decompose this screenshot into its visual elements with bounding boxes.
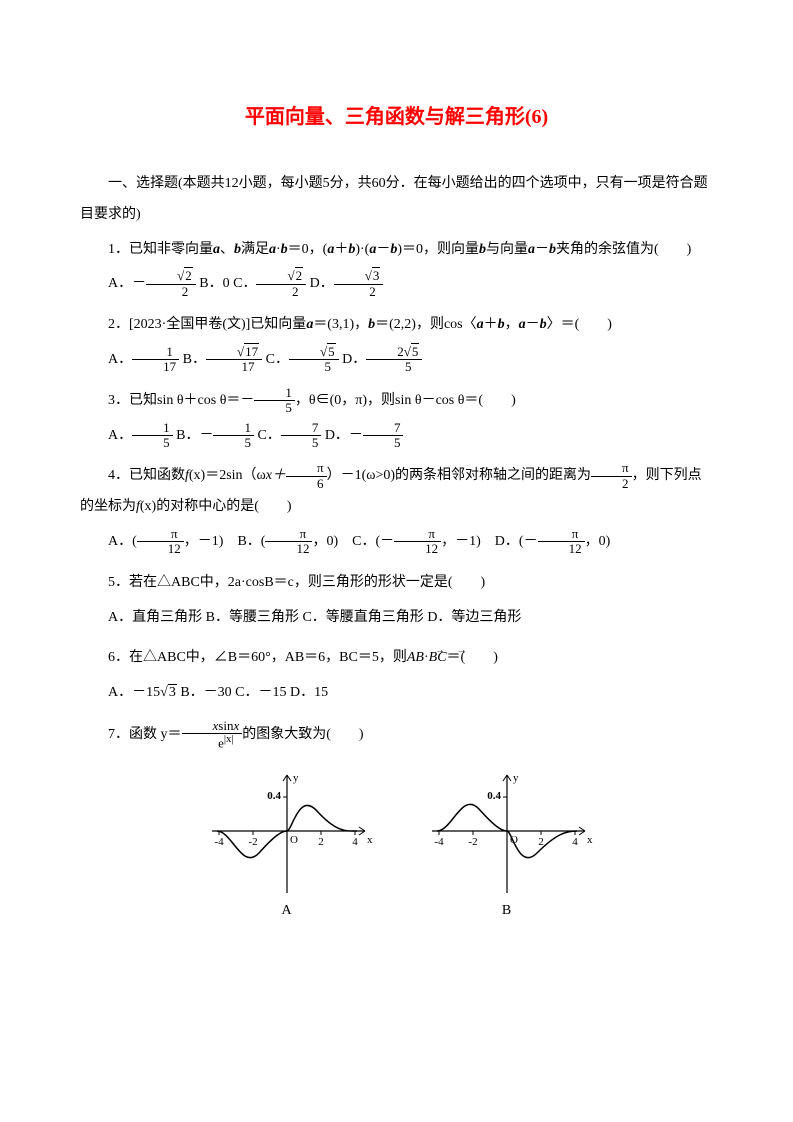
question-2-options: A．117 B．1717 C．55 D．255: [80, 345, 713, 376]
question-5: 5．若在△ABC中，2a·cosB＝c，则三角形的形状一定是( ): [80, 568, 713, 599]
question-5-options: A．直角三角形 B．等腰三角形 C．等腰直角三角形 D．等边三角形: [80, 603, 713, 634]
svg-text:y: y: [293, 772, 299, 784]
graph-A-svg: -4 -2 2 4 0.4 y x O: [197, 763, 377, 903]
graph-B-label: B: [417, 903, 597, 919]
svg-text:x: x: [367, 834, 373, 846]
question-6-options: A．－153 B．－30 C．－15 D．15: [80, 678, 713, 709]
svg-text:-4: -4: [214, 836, 224, 848]
question-4-options: A．(π12，－1) B．(π12，0) C．(－π12，－1) D．(－π12…: [80, 527, 713, 558]
svg-text:y: y: [513, 772, 519, 784]
question-3-options: A．15 B．－15 C．75 D．－75: [80, 421, 713, 452]
question-2: 2．[2023·全国甲卷(文)]已知向量a＝(3,1)，b＝(2,2)，则cos…: [80, 310, 713, 341]
question-6: 6．在△ABC中，∠B＝60°，AB＝6，BC＝5，则→AB·→BC＝( ): [80, 643, 713, 674]
page-title: 平面向量、三角函数与解三角形(6): [80, 100, 713, 129]
svg-text:-2: -2: [248, 836, 257, 848]
question-3: 3．已知sin θ＋cos θ＝－15，θ∈(0，π)，则sin θ－cos θ…: [80, 386, 713, 417]
svg-text:4: 4: [572, 836, 578, 848]
svg-text:2: 2: [318, 836, 324, 848]
question-1-options: A．－22 B．0 C．22 D．32: [80, 269, 713, 300]
svg-text:0.4: 0.4: [487, 790, 501, 802]
graph-B-svg: -4-2240.4yxO: [417, 763, 597, 903]
question-7-graphs: -4 -2 2 4 0.4 y x O A -4 -2 2 4 0.4 y x O B: [80, 763, 713, 919]
svg-text:2: 2: [538, 836, 544, 848]
question-1: 1．已知非零向量a、b满足a·b＝0，(a＋b)·(a－b)＝0，则向量b与向量…: [80, 235, 713, 266]
graph-A: -4 -2 2 4 0.4 y x O A: [197, 763, 377, 919]
section-heading: 一、选择题(本题共12小题，每小题5分，共60分．在每小题给出的四个选项中，只有…: [80, 169, 713, 231]
svg-text:-4: -4: [434, 836, 444, 848]
svg-text:4: 4: [352, 836, 358, 848]
svg-text:-2: -2: [468, 836, 477, 848]
question-4: 4．已知函数f(x)＝2sin（ωx＋π6）－1(ω>0)的两条相邻对称轴之间的…: [80, 461, 713, 523]
svg-text:x: x: [587, 834, 593, 846]
question-7: 7．函数 y＝xsinxe|x|的图象大致为( ): [80, 719, 713, 751]
svg-text:O: O: [290, 834, 298, 846]
graph-A-label: A: [197, 903, 377, 919]
svg-text:0.4: 0.4: [267, 790, 281, 802]
graph-B: -4-2240.4yxO B: [417, 763, 597, 919]
